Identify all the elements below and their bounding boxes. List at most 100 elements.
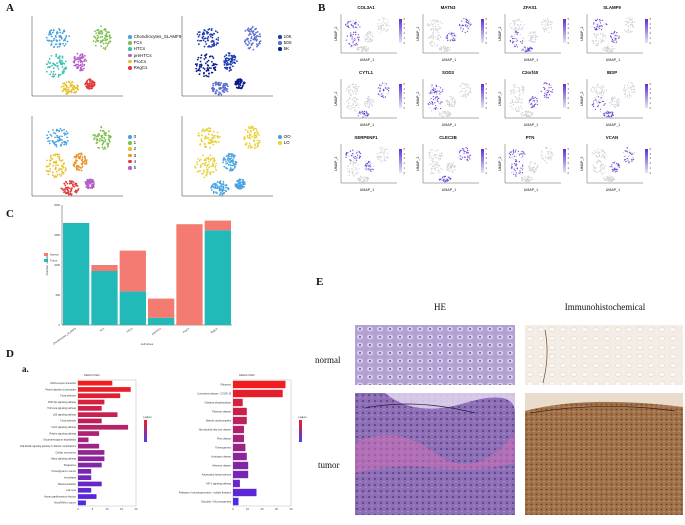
umap-cell-point <box>63 29 65 32</box>
gene-cell-point <box>354 157 356 159</box>
gene-cell-point <box>430 149 432 151</box>
gene-cell-point <box>369 101 371 103</box>
kegg-term-label: Huntington disease <box>211 455 231 458</box>
legend-entry: 2 <box>128 146 136 152</box>
gene-cell-point <box>439 152 441 154</box>
gene-colorbar <box>645 149 648 173</box>
y-tick-label: 1000 <box>54 263 60 267</box>
gene-cell-point <box>368 104 371 106</box>
umap-cell-point <box>96 37 99 40</box>
umap-cell-point <box>222 180 225 183</box>
umap-cell-point <box>62 163 65 165</box>
gene-cell-point <box>611 166 613 168</box>
gene-cell-point <box>628 22 630 24</box>
gene-cell-point <box>529 35 531 37</box>
bar-normal <box>204 220 231 231</box>
gene-cell-point <box>530 41 533 43</box>
kegg-term-label: Alzheimer disease <box>212 464 231 467</box>
gene-cell-point <box>347 165 349 167</box>
gene-cell-point <box>596 162 598 164</box>
umap-cell-point <box>103 131 106 134</box>
gene-cell-point <box>547 157 549 160</box>
umap-cell-point <box>204 161 207 164</box>
umap-cell-point <box>253 127 256 130</box>
umap-cell-point <box>249 30 251 33</box>
umap-cell-point <box>246 135 249 137</box>
colorbar-tick: 2 <box>649 162 651 166</box>
gene-cell-point <box>345 152 347 155</box>
umap-cell-point <box>200 158 202 161</box>
umap-cell-point <box>58 55 61 58</box>
umap-cell-point <box>253 132 256 135</box>
kegg-term-label: Amyotrophic lateral sclerosis <box>202 473 232 476</box>
gene-cell-point <box>452 96 454 98</box>
umap-cell-point <box>104 30 107 32</box>
gene-cell-point <box>527 49 530 51</box>
umap-cell-point <box>249 127 252 130</box>
umap-cell-point <box>195 64 198 67</box>
umap-cell-point <box>60 164 63 167</box>
gene-cell-point <box>377 27 379 29</box>
gene-cell-point <box>594 19 597 22</box>
gene-cell-point <box>631 159 633 161</box>
umap-cell-point <box>104 138 107 141</box>
umap-cell-point <box>72 183 74 186</box>
gene-cell-point <box>608 179 610 181</box>
gene-cell-point <box>522 38 524 40</box>
umap-cell-point <box>199 69 201 72</box>
gene-cell-point <box>624 95 627 97</box>
gene-cell-point <box>515 86 517 88</box>
kegg-bar <box>78 393 121 399</box>
gene-cell-point <box>532 36 534 38</box>
gene-cell-point <box>596 35 598 37</box>
colorbar-tick: 3 <box>403 92 405 96</box>
colorbar-title: p.adjust <box>143 416 152 419</box>
gene-cell-point <box>444 110 446 112</box>
gene-cell-point <box>514 29 516 31</box>
gene-cell-point <box>461 30 463 32</box>
gene-cell-point <box>528 99 531 101</box>
gene-cell-point <box>598 151 601 153</box>
gene-cell-point <box>527 103 529 105</box>
gene-cell-point <box>536 100 538 102</box>
umap-cell-point <box>63 39 65 42</box>
umap-cell-point <box>231 164 234 167</box>
umap-cell-point <box>66 132 69 135</box>
colorbar-tick: 2 <box>485 97 487 101</box>
y-tick-label: 500 <box>56 293 61 297</box>
gene-cell-point <box>432 37 434 39</box>
gene-cell-point <box>520 28 522 30</box>
gene-cell-point <box>357 41 359 43</box>
colorbar-tick: 3 <box>485 157 487 161</box>
gene-cell-point <box>599 108 601 110</box>
umap-cell-point <box>85 159 88 161</box>
gene-cell-point <box>521 169 523 171</box>
gene-cell-point <box>597 24 599 26</box>
gene-cell-point <box>460 86 462 88</box>
gene-cell-point <box>436 161 438 163</box>
gene-cell-point <box>438 157 440 159</box>
kegg-bar <box>78 487 92 493</box>
umap-cell-point <box>77 167 79 170</box>
gene-cell-point <box>518 109 520 111</box>
gene-cell-point <box>434 105 437 107</box>
legend-entry: 50S <box>278 40 292 46</box>
gene-cell-point <box>380 161 382 163</box>
gene-cell-point <box>460 29 462 31</box>
gene-cell-point <box>439 157 441 159</box>
umap-cell-point <box>79 61 82 64</box>
gene-cell-point <box>614 48 616 50</box>
gene-cell-point <box>598 96 600 98</box>
gene-cell-point <box>467 22 469 24</box>
gene-cell-point <box>615 42 617 44</box>
gene-cell-point <box>446 36 448 39</box>
umap-cell-point <box>228 164 230 166</box>
gene-cell-point <box>378 159 380 161</box>
umap-cell-point <box>99 129 102 132</box>
gene-cell-point <box>521 42 523 44</box>
kegg-term-label: AGE-RAGE signaling pathway in diabetic c… <box>20 445 77 448</box>
umap-cell-point <box>65 67 68 70</box>
gene-cell-point <box>597 40 600 42</box>
umap-cell-point <box>248 34 250 36</box>
gene-cell-point <box>610 177 613 180</box>
